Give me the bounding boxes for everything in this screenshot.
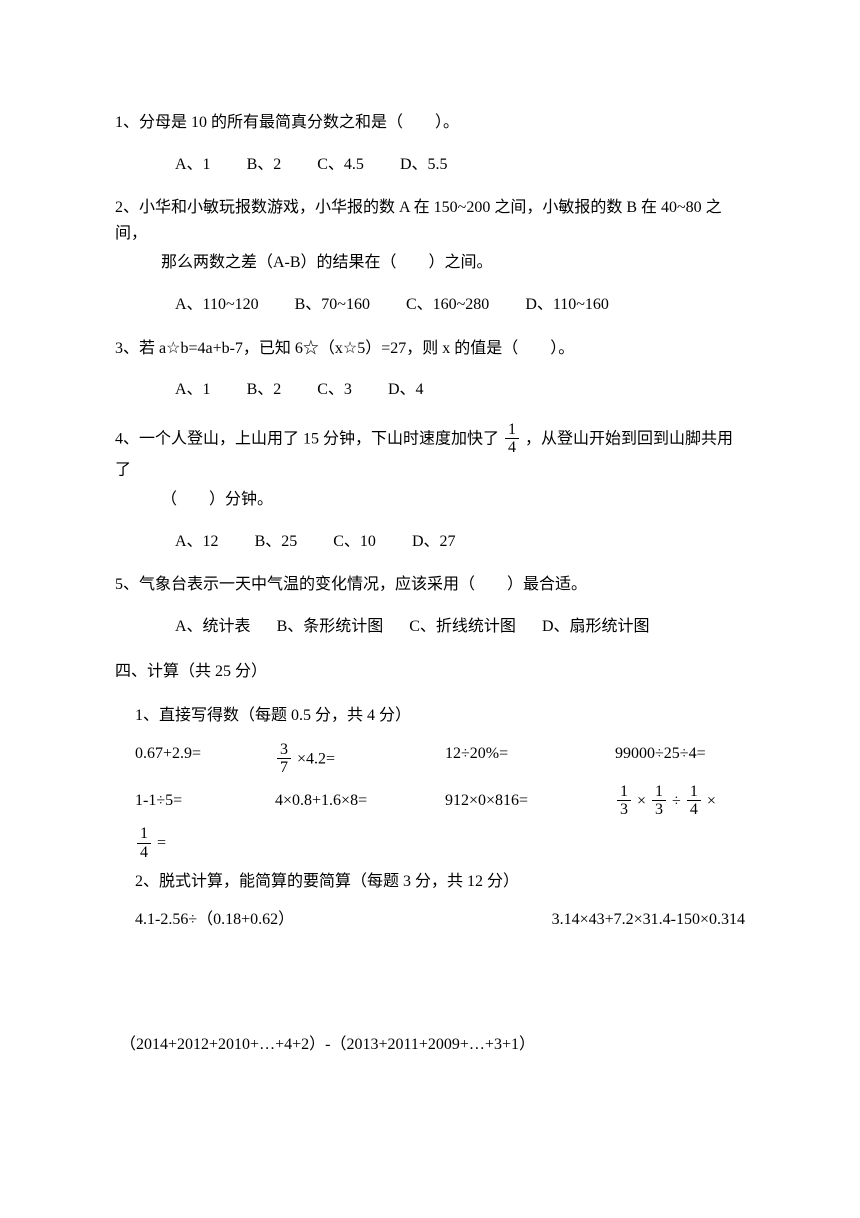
r3-den: 4: [137, 844, 151, 862]
r2c4-div: ÷: [672, 792, 681, 809]
q1-opt-c: C、4.5: [317, 152, 364, 178]
r2c4-f1d: 3: [617, 801, 631, 819]
q2-line1: 2、小华和小敏玩报数游戏，小华报的数 A 在 150~200 之间，小敏报的数 …: [115, 199, 722, 242]
question-1: 1、分母是 10 的所有最简真分数之和是（ ）。 A、1 B、2 C、4.5 D…: [115, 110, 745, 177]
r2c4-f1: 1 3: [617, 783, 631, 819]
question-5: 5、气象台表示一天中气温的变化情况，应该采用（ ）最合适。 A、统计表 B、条形…: [115, 572, 745, 639]
wide-problems: 4.1-2.56÷（0.18+0.62） 3.14×43+7.2×31.4-15…: [115, 907, 745, 933]
r1c2-frac: 3 7: [277, 741, 291, 777]
r2c1: 1-1÷5=: [135, 788, 275, 814]
q5-opt-c: C、折线统计图: [409, 614, 516, 640]
q4-opt-a: A、12: [175, 529, 219, 555]
q4-opt-c: C、10: [333, 529, 376, 555]
section4-sub1: 1、直接写得数（每题 0.5 分，共 4 分）: [135, 703, 745, 729]
section4-sub2: 2、脱式计算，能简算的要简算（每题 3 分，共 12 分）: [135, 869, 745, 895]
r1c2-num: 3: [277, 741, 291, 760]
q4-fraction: 1 4: [505, 421, 519, 457]
q5-opt-d: D、扇形统计图: [542, 614, 650, 640]
q1-stem: 1、分母是 10 的所有最简真分数之和是（ ）。: [115, 110, 745, 136]
q2-opt-b: B、70~160: [295, 292, 370, 318]
calc-row2: 1-1÷5= 4×0.8+1.6×8= 912×0×816= 1 3 × 1 3…: [115, 783, 745, 819]
q4-opt-b: B、25: [255, 529, 298, 555]
r2c4-f2: 1 3: [652, 783, 666, 819]
r2c4-f2d: 3: [652, 801, 666, 819]
r2c4-f3d: 4: [687, 801, 701, 819]
problem-3: （2014+2012+2010+…+4+2）-（2013+2011+2009+……: [115, 1032, 745, 1058]
r1c4: 99000÷25÷4=: [615, 741, 706, 777]
calc-row1: 0.67+2.9= 3 7 ×4.2= 12÷20%= 99000÷25÷4=: [115, 741, 745, 777]
section4-title: 四、计算（共 25 分）: [115, 659, 745, 685]
q3-opt-c: C、3: [317, 377, 352, 403]
calc-row3: 1 4 =: [115, 825, 745, 861]
q3-stem: 3、若 a☆b=4a+b-7，已知 6☆（x☆5）=27，则 x 的值是（ ）。: [115, 336, 745, 362]
q4-stem: 4、一个人登山，上山用了 15 分钟，下山时速度加快了 1 4 ，从登山开始到回…: [115, 421, 745, 513]
question-2: 2、小华和小敏玩报数游戏，小华报的数 A 在 150~200 之间，小敏报的数 …: [115, 195, 745, 317]
r1c3: 12÷20%=: [445, 741, 615, 777]
q5-stem: 5、气象台表示一天中气温的变化情况，应该采用（ ）最合适。: [115, 572, 745, 598]
question-4: 4、一个人登山，上山用了 15 分钟，下山时速度加快了 1 4 ，从登山开始到回…: [115, 421, 745, 555]
q2-opt-a: A、110~120: [175, 292, 259, 318]
r2c4-times1: ×: [637, 792, 646, 809]
r3-eq: =: [157, 834, 166, 851]
q2-opt-c: C、160~280: [406, 292, 489, 318]
q3-opt-a: A、1: [175, 377, 211, 403]
q5-options: A、统计表 B、条形统计图 C、折线统计图 D、扇形统计图: [115, 614, 745, 640]
q5-opt-a: A、统计表: [175, 614, 251, 640]
r2c4-f2n: 1: [652, 783, 666, 802]
r3-frac: 1 4: [137, 825, 151, 861]
problem-2: 3.14×43+7.2×31.4-150×0.314: [552, 907, 745, 933]
q2-opt-d: D、110~160: [525, 292, 609, 318]
q4-line2: （ ）分钟。: [115, 487, 745, 513]
exam-page: 1、分母是 10 的所有最简真分数之和是（ ）。 A、1 B、2 C、4.5 D…: [0, 0, 860, 1138]
q4-frac-den: 4: [505, 439, 519, 457]
q1-opt-b: B、2: [247, 152, 282, 178]
q4-prefix: 4、一个人登山，上山用了 15 分钟，下山时速度加快了: [115, 430, 499, 447]
q1-opt-a: A、1: [175, 152, 211, 178]
r1c2: 3 7 ×4.2=: [275, 741, 445, 777]
r2c4-f1n: 1: [617, 783, 631, 802]
r2c4: 1 3 × 1 3 ÷ 1 4 ×: [615, 783, 716, 819]
q3-options: A、1 B、2 C、3 D、4: [115, 377, 745, 403]
q3-opt-d: D、4: [388, 377, 424, 403]
r2c3: 912×0×816=: [445, 788, 615, 814]
q4-opt-d: D、27: [412, 529, 456, 555]
r1c2-suffix: ×4.2=: [297, 750, 335, 767]
r3: 1 4 =: [135, 825, 166, 861]
q1-options: A、1 B、2 C、4.5 D、5.5: [115, 152, 745, 178]
q3-opt-b: B、2: [247, 377, 282, 403]
problem-1: 4.1-2.56÷（0.18+0.62）: [135, 907, 294, 933]
r2c4-f3n: 1: [687, 783, 701, 802]
q2-line2: 那么两数之差（A-B）的结果在（ ）之间。: [115, 250, 745, 276]
r3-num: 1: [137, 825, 151, 844]
q4-frac-num: 1: [505, 421, 519, 440]
r2c2: 4×0.8+1.6×8=: [275, 788, 445, 814]
q2-stem: 2、小华和小敏玩报数游戏，小华报的数 A 在 150~200 之间，小敏报的数 …: [115, 195, 745, 276]
q2-options: A、110~120 B、70~160 C、160~280 D、110~160: [115, 292, 745, 318]
r1c1: 0.67+2.9=: [135, 741, 275, 777]
q4-options: A、12 B、25 C、10 D、27: [115, 529, 745, 555]
r1c2-den: 7: [277, 759, 291, 777]
q5-opt-b: B、条形统计图: [277, 614, 384, 640]
question-3: 3、若 a☆b=4a+b-7，已知 6☆（x☆5）=27，则 x 的值是（ ）。…: [115, 336, 745, 403]
r2c4-times2: ×: [707, 792, 716, 809]
q1-opt-d: D、5.5: [400, 152, 448, 178]
r2c4-f3: 1 4: [687, 783, 701, 819]
